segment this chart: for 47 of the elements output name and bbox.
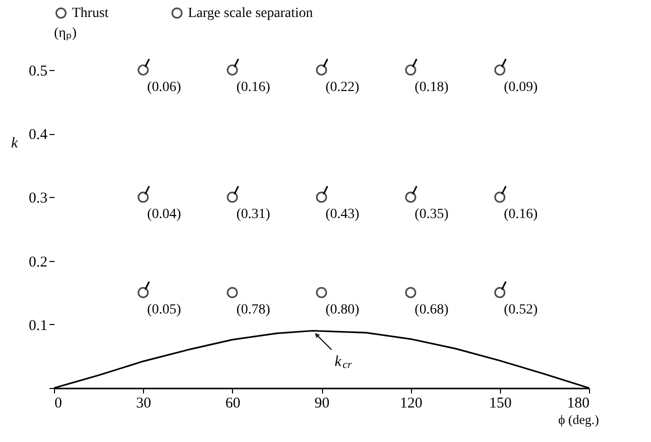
- annotation: (0.09): [504, 80, 538, 95]
- y-axis-title: k: [11, 136, 18, 152]
- annotation: (0.68): [414, 302, 449, 318]
- annotation: (0.06): [147, 80, 182, 95]
- point: [316, 64, 328, 76]
- point: [138, 287, 149, 298]
- annotation: (0.22): [326, 80, 360, 95]
- legend-title: (ηₚ): [54, 26, 77, 41]
- x-tick-label: 180: [567, 396, 590, 412]
- point: [405, 64, 416, 76]
- point: [494, 192, 506, 203]
- point: [138, 192, 149, 203]
- legend-label: Thrust: [72, 6, 109, 22]
- x-tick-label: 120: [400, 396, 422, 412]
- annotation: (0.78): [236, 302, 270, 318]
- y-tick-label: 0.1: [28, 318, 48, 334]
- point: [316, 192, 328, 203]
- x-tick-label: 60: [225, 396, 240, 412]
- point: [494, 287, 506, 298]
- y-tick-label: 0.2: [28, 254, 48, 270]
- annotation: (0.04): [147, 207, 182, 222]
- x-tick-label: 90: [314, 396, 330, 412]
- annotation: (0.80): [326, 302, 360, 318]
- point: [405, 287, 416, 298]
- annotation: (0.05): [147, 302, 182, 318]
- y-tick-label: 0.4: [28, 127, 48, 144]
- point: [226, 192, 238, 203]
- point: [138, 64, 149, 76]
- x-tick-label: 150: [489, 396, 512, 412]
- annotation: (0.18): [414, 80, 449, 95]
- x-tick-label: 0: [54, 396, 62, 412]
- annotation: (0.16): [236, 80, 270, 95]
- point: [405, 192, 416, 203]
- annotation: (0.35): [414, 207, 449, 222]
- point: [226, 287, 238, 298]
- annotation: (0.16): [504, 207, 538, 222]
- legend-label: Large scale separation: [188, 6, 313, 22]
- x-tick-label: 30: [136, 396, 152, 412]
- y-tick-label: 0.3: [28, 190, 48, 207]
- y-tick-label: 0.5: [28, 64, 48, 80]
- x-axis-title: ϕ (deg.): [558, 412, 599, 427]
- point: [494, 64, 506, 76]
- point: [316, 287, 328, 298]
- annotation: (0.31): [236, 207, 270, 222]
- annotation: (0.43): [326, 207, 360, 222]
- annotation: (0.52): [504, 302, 538, 318]
- point: [226, 64, 238, 76]
